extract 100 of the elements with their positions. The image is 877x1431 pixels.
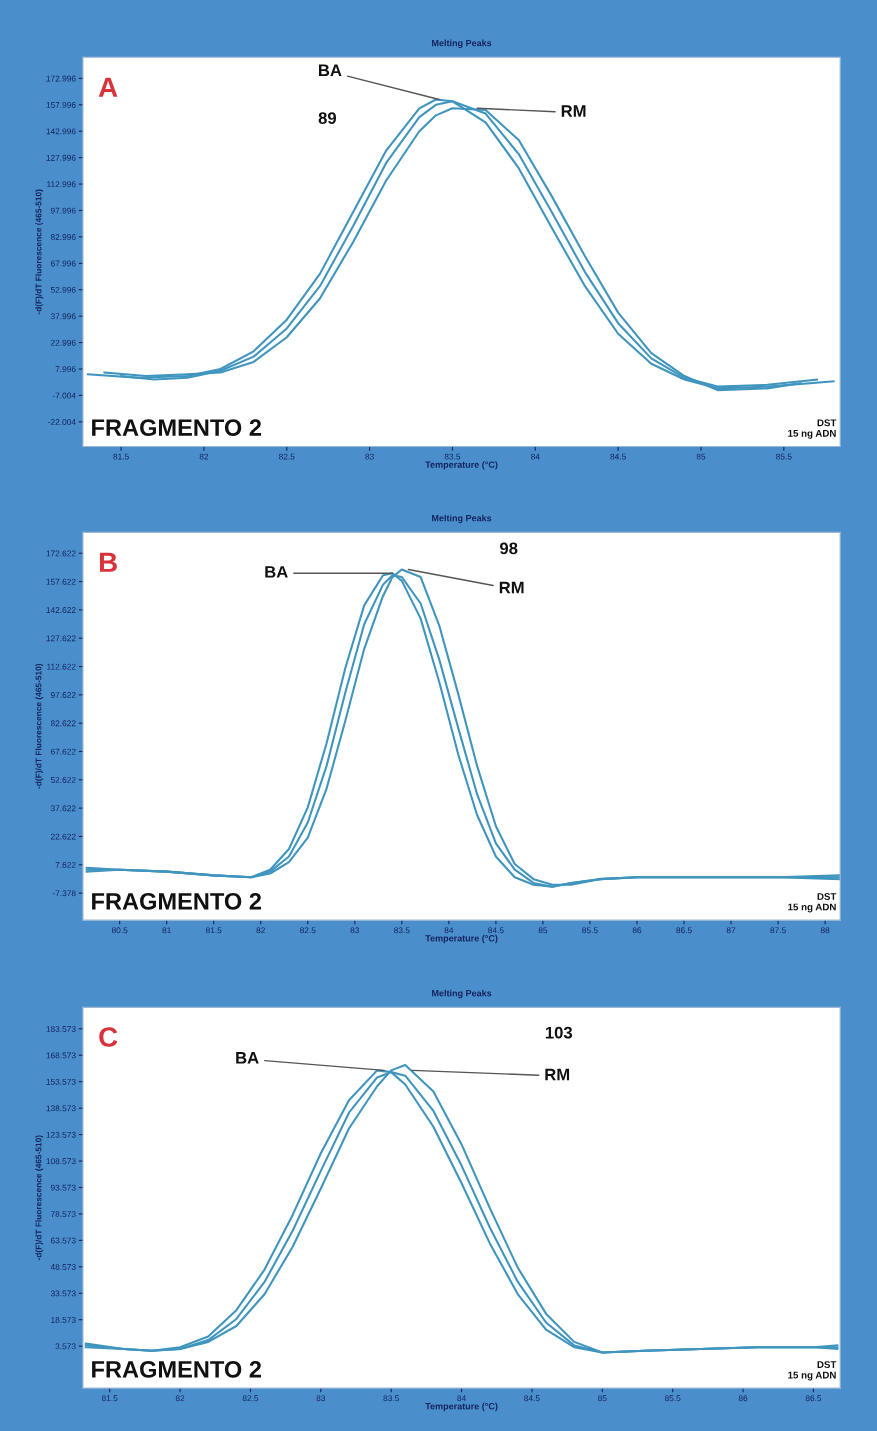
y-tick-label: 52.996 [50,286,76,293]
x-tick-label: 83 [365,453,374,460]
y-tick-label: 142.622 [46,607,76,613]
x-tick-label: 82.5 [242,1395,259,1402]
x-tick-label: 88 [820,927,830,934]
y-tick-label: 183.573 [46,1026,76,1032]
x-tick-label: 83.5 [383,1395,399,1402]
x-tick-label: 83 [316,1395,326,1402]
y-tick-label: -7.378 [52,890,76,897]
annotation: RM [561,105,586,117]
y-tick-label: 97.622 [50,692,76,698]
y-tick-label: 172.996 [46,75,76,82]
y-tick-label: -22.004 [48,419,76,425]
chart-title: Melting Peaks [432,514,492,524]
x-tick-label: 81.5 [101,1395,118,1402]
annotation: BA [319,64,342,77]
annotation: 103 [545,1026,573,1039]
y-tick-label: 157.996 [46,102,76,108]
x-tick-label: 82.5 [279,453,295,460]
y-tick-label: 112.622 [47,663,76,670]
x-tick-label: 80.5 [111,927,128,934]
x-tick-label: 82 [256,927,265,934]
x-tick-label: 84 [457,1395,466,1402]
annotation: DST 15 ng ADN [788,419,837,439]
chart-title: Melting Peaks [432,989,492,999]
x-tick-label: 82 [199,453,209,460]
x-tick-label: 85 [598,1395,607,1402]
annotation: RM [499,581,524,594]
annotation: A [98,77,118,97]
x-tick-label: 84.5 [524,1395,540,1402]
y-axis-title: -d(F)/dT Fluorescence (465-510) [35,1135,44,1261]
y-tick-label: 172.622 [46,550,76,557]
x-tick-label: 86 [738,1395,748,1402]
y-tick-label: 48.573 [50,1264,76,1270]
y-tick-label: 37.996 [50,313,76,320]
y-tick-label: 67.622 [50,748,76,755]
x-tick-label: 84 [531,453,540,460]
x-tick-label: 84 [444,927,454,934]
x-axis-title: Temperature (°C) [425,934,498,944]
y-tick-label: 112.996 [47,181,76,188]
y-tick-label: 7.622 [55,861,76,868]
y-tick-label: 108.573 [46,1158,76,1165]
y-tick-label: 138.573 [46,1105,76,1112]
x-axis-title: Temperature (°C) [425,461,498,470]
x-axis-title: Temperature (°C) [425,1402,498,1412]
y-tick-label: 63.573 [50,1237,76,1244]
y-tick-label: 93.573 [50,1184,76,1191]
annotation: DST 15 ng ADN [788,1361,837,1381]
x-tick-label: 87.5 [770,927,786,934]
x-tick-label: 86.5 [676,927,692,934]
y-tick-label: 22.622 [50,833,76,840]
annotation: B [99,552,117,572]
x-tick-label: 84.5 [610,453,626,460]
y-tick-label: 142.996 [46,128,76,135]
x-tick-label: 85 [696,453,706,460]
chart-title: Melting Peaks [432,39,492,49]
y-tick-label: 52.622 [50,777,76,783]
x-tick-label: 85 [538,927,548,934]
annotation: FRAGMENTO 2 [92,419,262,436]
x-tick-label: 87 [726,927,736,934]
x-tick-label: 83.5 [394,927,410,934]
x-tick-label: 82.5 [300,927,316,934]
x-tick-label: 86.5 [805,1395,822,1402]
x-tick-label: 82 [175,1395,185,1402]
y-tick-label: 3.573 [55,1343,76,1350]
y-tick-label: 153.573 [46,1078,76,1085]
y-tick-label: 7.996 [55,366,76,373]
x-tick-label: 85.5 [664,1395,681,1402]
y-tick-label: 22.996 [50,339,76,346]
y-tick-label: 127.996 [46,154,76,161]
y-tick-label: 157.622 [46,578,76,585]
y-tick-label: 67.996 [50,260,76,267]
x-tick-label: 85.5 [776,453,792,460]
annotation: BA [265,566,288,578]
y-tick-label: -7.004 [52,392,76,399]
y-axis-title: -d(F)/dT Fluorescence (465-510) [35,663,44,789]
x-tick-label: 81.5 [113,453,129,460]
annotation: BA [236,1052,259,1064]
x-tick-label: 83 [350,927,360,934]
y-tick-label: 127.622 [46,635,76,642]
y-tick-label: 33.573 [50,1290,76,1297]
y-tick-label: 78.573 [50,1211,76,1218]
y-tick-label: 18.573 [51,1316,76,1323]
y-tick-label: 123.573 [46,1131,76,1138]
x-tick-label: 86 [632,927,642,934]
annotation: 98 [500,542,518,555]
y-tick-label: 97.996 [50,207,76,214]
y-tick-label: 82.622 [50,720,76,727]
y-tick-label: 82.996 [50,234,76,240]
annotation: C [99,1027,118,1047]
annotation: 89 [318,112,337,124]
annotation: FRAGMENTO 2 [92,1360,262,1378]
y-axis-title: -d(F)/dT Fluorescence (465-510) [35,189,44,315]
x-tick-label: 81 [162,927,171,934]
x-tick-label: 84.5 [488,927,504,934]
x-tick-label: 81.5 [205,927,222,934]
annotation: DST 15 ng ADN [788,893,837,913]
x-tick-label: 83.5 [444,453,461,460]
annotation: RM [545,1068,570,1081]
y-tick-label: 37.622 [50,805,76,812]
